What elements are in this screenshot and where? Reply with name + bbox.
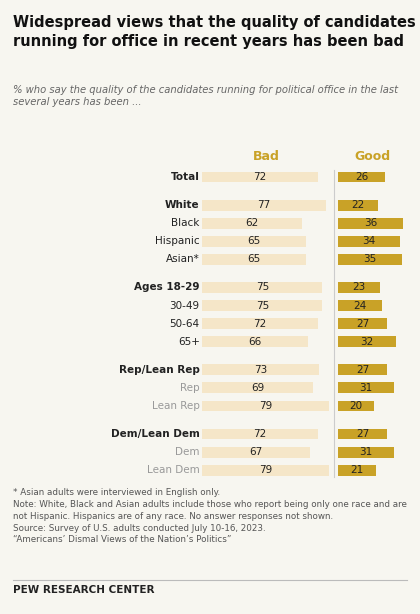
- Text: 22: 22: [351, 200, 365, 210]
- Text: Black: Black: [171, 218, 200, 228]
- Text: 20: 20: [349, 401, 362, 411]
- Bar: [202, 171, 318, 182]
- Bar: [338, 282, 380, 293]
- Text: 27: 27: [356, 319, 369, 328]
- Text: 26: 26: [355, 172, 368, 182]
- Text: 65+: 65+: [178, 336, 200, 347]
- Text: 73: 73: [254, 365, 268, 375]
- Text: % who say the quality of the candidates running for political office in the last: % who say the quality of the candidates …: [13, 85, 398, 107]
- Text: 65: 65: [248, 254, 261, 265]
- Text: Widespread views that the quality of candidates
running for office in recent yea: Widespread views that the quality of can…: [13, 15, 415, 49]
- Text: 27: 27: [356, 429, 369, 439]
- Text: 23: 23: [352, 282, 365, 292]
- Bar: [338, 465, 376, 476]
- Bar: [202, 254, 307, 265]
- Text: Asian*: Asian*: [166, 254, 200, 265]
- Bar: [338, 254, 402, 265]
- Text: 77: 77: [257, 200, 270, 210]
- Text: 27: 27: [356, 365, 369, 375]
- Bar: [338, 429, 387, 440]
- Text: 31: 31: [360, 383, 373, 393]
- Text: 62: 62: [245, 218, 259, 228]
- Bar: [202, 383, 313, 394]
- Text: 66: 66: [249, 336, 262, 347]
- Bar: [202, 282, 323, 293]
- Text: 21: 21: [350, 465, 364, 475]
- Text: Lean Rep: Lean Rep: [152, 401, 200, 411]
- Bar: [202, 364, 319, 375]
- Bar: [338, 447, 394, 457]
- Text: 75: 75: [256, 300, 269, 311]
- Bar: [202, 236, 307, 247]
- Bar: [338, 318, 387, 329]
- Bar: [338, 364, 387, 375]
- Text: White: White: [165, 200, 200, 210]
- Bar: [202, 465, 329, 476]
- Text: 24: 24: [353, 300, 366, 311]
- Text: 67: 67: [249, 447, 262, 457]
- Text: Good: Good: [354, 150, 391, 163]
- Text: 79: 79: [259, 465, 272, 475]
- Text: 34: 34: [362, 236, 375, 246]
- Bar: [338, 171, 385, 182]
- Text: 32: 32: [360, 336, 374, 347]
- Text: 72: 72: [253, 319, 267, 328]
- Text: Lean Dem: Lean Dem: [147, 465, 200, 475]
- Bar: [202, 400, 329, 411]
- Text: 79: 79: [259, 401, 272, 411]
- Text: 31: 31: [360, 447, 373, 457]
- Bar: [202, 429, 318, 440]
- Text: 36: 36: [364, 218, 377, 228]
- Text: Dem: Dem: [175, 447, 200, 457]
- Text: Dem/Lean Dem: Dem/Lean Dem: [111, 429, 200, 439]
- Bar: [338, 236, 400, 247]
- Bar: [338, 218, 403, 228]
- Text: 75: 75: [256, 282, 269, 292]
- Bar: [202, 336, 308, 347]
- Text: 30-49: 30-49: [170, 300, 200, 311]
- Bar: [202, 300, 323, 311]
- Text: PEW RESEARCH CENTER: PEW RESEARCH CENTER: [13, 585, 154, 594]
- Text: 50-64: 50-64: [170, 319, 200, 328]
- Text: Ages 18-29: Ages 18-29: [134, 282, 199, 292]
- Bar: [202, 318, 318, 329]
- Text: 35: 35: [363, 254, 376, 265]
- Text: Rep/Lean Rep: Rep/Lean Rep: [119, 365, 200, 375]
- Bar: [202, 218, 302, 228]
- Bar: [338, 300, 381, 311]
- Text: 72: 72: [253, 429, 267, 439]
- Bar: [338, 400, 374, 411]
- Text: 72: 72: [253, 172, 267, 182]
- Bar: [202, 447, 310, 457]
- Text: Rep: Rep: [180, 383, 200, 393]
- Bar: [202, 200, 326, 211]
- Text: * Asian adults were interviewed in English only.
Note: White, Black and Asian ad: * Asian adults were interviewed in Engli…: [13, 488, 407, 545]
- Text: 65: 65: [248, 236, 261, 246]
- Text: Bad: Bad: [253, 150, 280, 163]
- Text: Hispanic: Hispanic: [155, 236, 200, 246]
- Bar: [338, 336, 396, 347]
- Text: 69: 69: [251, 383, 264, 393]
- Bar: [338, 383, 394, 394]
- Bar: [338, 200, 378, 211]
- Text: Total: Total: [171, 172, 200, 182]
